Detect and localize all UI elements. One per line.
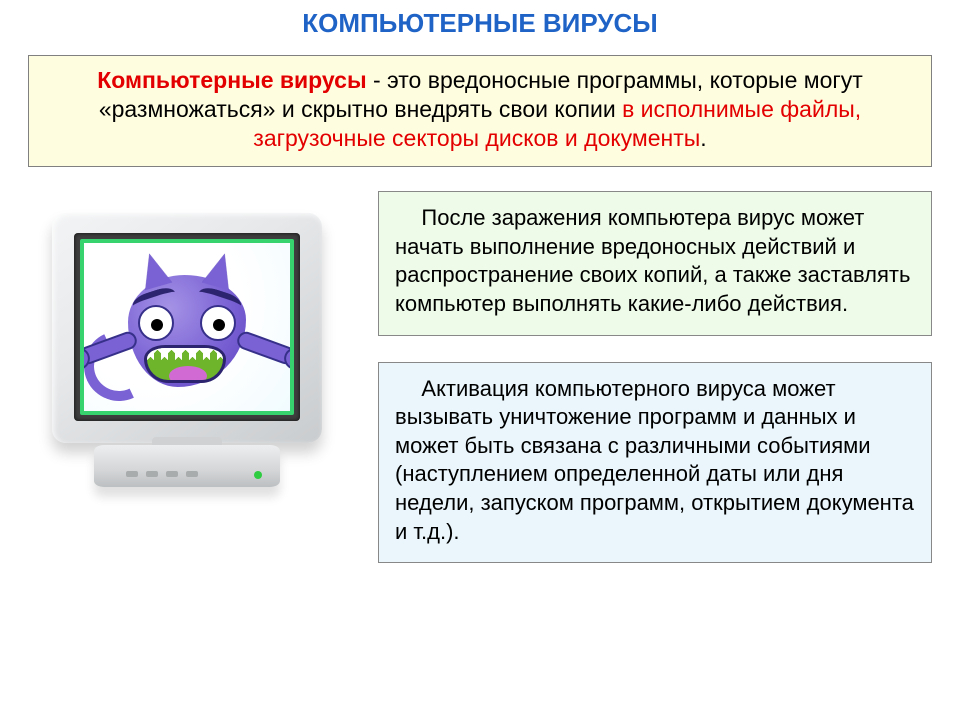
illustration-column bbox=[28, 185, 378, 563]
crt-monitor-illustration bbox=[34, 203, 344, 523]
definition-fragment: Компьютерные вирусы bbox=[97, 67, 366, 93]
content-row: После заражения компьютера вирус может н… bbox=[0, 185, 960, 563]
activation-card: Активация компьютерного вируса может выз… bbox=[378, 362, 932, 564]
virus-creature-icon bbox=[128, 275, 246, 387]
after-infection-card: После заражения компьютера вирус может н… bbox=[378, 191, 932, 335]
definition-box: Компьютерные вирусы - это вредоносные пр… bbox=[28, 55, 932, 167]
page-title: КОМПЬЮТЕРНЫЕ ВИРУСЫ bbox=[0, 0, 960, 49]
monitor-base bbox=[94, 445, 280, 487]
definition-fragment: . bbox=[700, 125, 706, 151]
text-column: После заражения компьютера вирус может н… bbox=[378, 185, 932, 563]
monitor-buttons bbox=[126, 471, 198, 477]
monitor-screen bbox=[80, 239, 294, 415]
